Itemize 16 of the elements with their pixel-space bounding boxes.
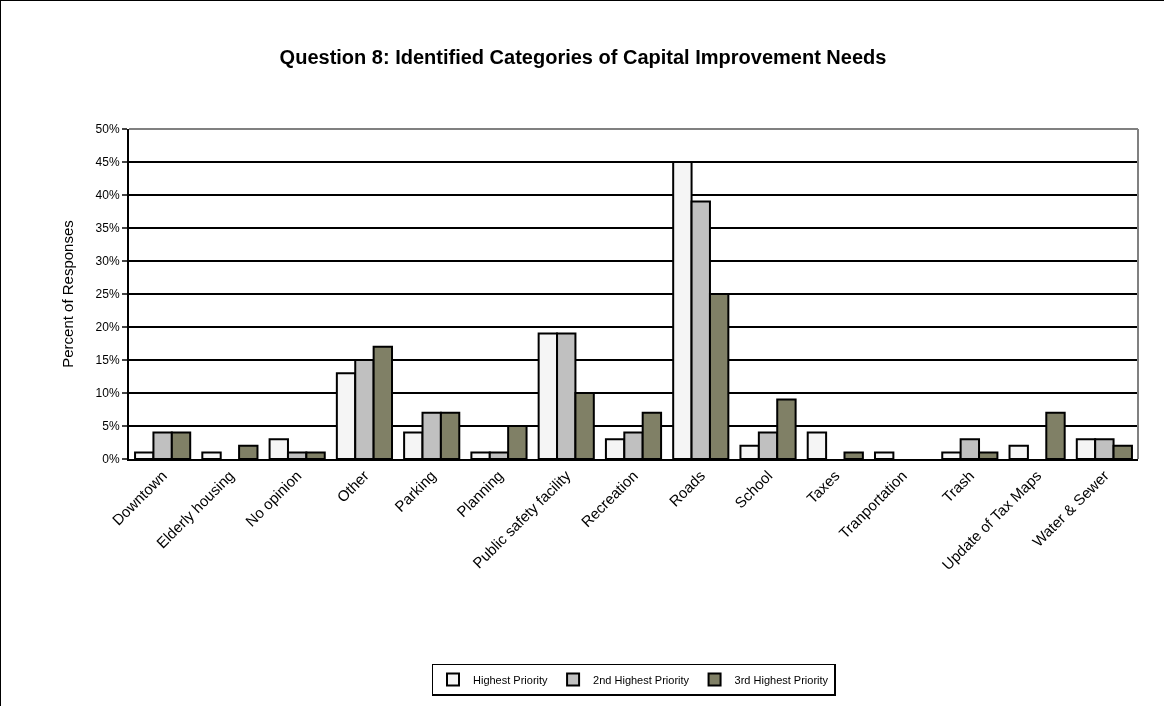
y-tick-label: 50%	[95, 122, 120, 137]
y-tick-label: 0%	[102, 452, 120, 467]
y-tick-label: 15%	[95, 353, 120, 368]
y-tick-label: 25%	[95, 287, 120, 302]
y-tick-label: 45%	[95, 155, 120, 170]
y-tick-label: 5%	[102, 419, 120, 434]
y-tick-label: 40%	[95, 188, 120, 203]
y-tick-label: 20%	[95, 320, 120, 335]
y-axis-title: Percent of Responses	[59, 220, 77, 368]
y-tick-label: 35%	[95, 221, 120, 236]
legend-label: Highest Priority	[473, 673, 549, 686]
chart-title: Question 8: Identified Categories of Capital Improvement Needs	[279, 46, 887, 69]
legend-label: 3rd Highest Priority	[734, 673, 829, 686]
legend-label: 2nd Highest Priority	[593, 673, 690, 686]
y-tick-label: 30%	[95, 254, 120, 269]
y-tick-label: 10%	[95, 386, 120, 401]
